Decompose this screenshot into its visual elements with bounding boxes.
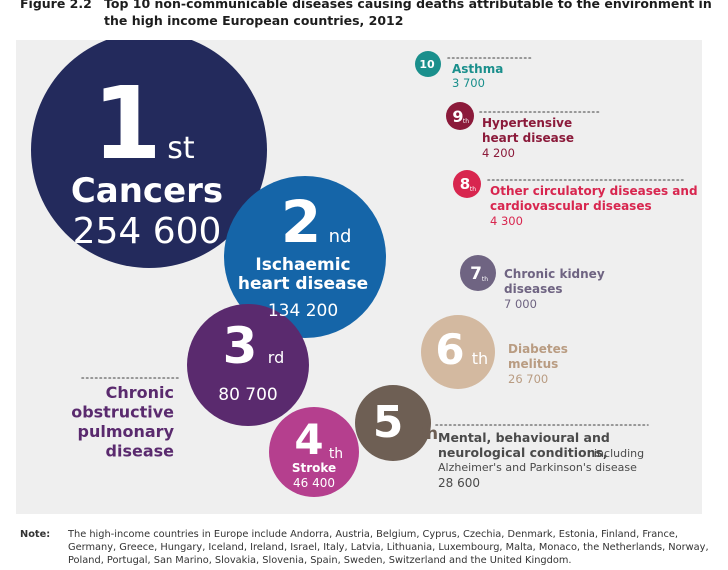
disease-label-4: Stroke <box>292 461 336 475</box>
disease-label-3-3: disease <box>106 442 175 461</box>
disease-label-3-0: Chronic <box>106 383 174 402</box>
rank-suffix-5: th <box>418 424 438 444</box>
value-label-9: 4 200 <box>482 146 515 160</box>
rank-number-5: 5 <box>373 397 404 448</box>
value-label-8: 4 300 <box>490 214 523 228</box>
disease-label-3-1: obstructive <box>71 403 174 422</box>
rank-suffix-7: th <box>482 276 488 283</box>
rank-suffix-8: th <box>470 186 476 193</box>
value-label-2: 134 200 <box>268 301 338 321</box>
disease-label-10: Asthma <box>452 62 503 76</box>
bubble-rank-1 <box>31 40 267 268</box>
bubble-rank-5 <box>355 385 431 461</box>
rank-number-6: 6 <box>435 325 464 374</box>
bubble-rank-4 <box>269 407 359 497</box>
disease-label-1: Cancers <box>71 171 223 211</box>
value-label-1: 254 600 <box>73 211 222 252</box>
rank-number-10: 10 <box>419 58 435 71</box>
disease-label-7-1: diseases <box>504 282 563 296</box>
note-label: Note: <box>20 529 51 540</box>
rank-number-3: 3 <box>223 317 258 375</box>
disease-label-9-1: heart disease <box>482 131 574 145</box>
rank-suffix-4: th <box>329 446 343 462</box>
value-label-4: 46 400 <box>293 476 335 490</box>
rank-number-9: 9 <box>452 107 463 126</box>
rank-suffix-6: th <box>472 349 488 368</box>
note-text: The high-income countries in Europe incl… <box>68 529 709 566</box>
disease-label-7-0: Chronic kidney <box>504 267 605 281</box>
disease-label-6-1: melitus <box>508 357 558 371</box>
disease-label-2b: heart disease <box>238 274 368 294</box>
rank-suffix-9: th <box>463 118 469 125</box>
value-label-6: 26 700 <box>508 372 548 386</box>
figure-number: Figure 2.2 <box>20 0 92 11</box>
bubble-rank-8 <box>453 170 481 198</box>
rank-suffix-1: st <box>167 131 195 166</box>
bubble-rank-7 <box>460 255 496 291</box>
rank-number-8: 8 <box>460 175 470 193</box>
disease-label-6-0: Diabetes <box>508 342 568 356</box>
value-label-5: 28 600 <box>438 476 480 490</box>
bubble-rank-3 <box>187 304 309 426</box>
bubble-rank-9 <box>446 102 474 130</box>
rank-suffix-2: nd <box>329 226 352 247</box>
bubble-rank-6 <box>421 315 495 389</box>
disease-label-9-0: Hypertensive <box>482 116 572 130</box>
rank-number-7: 7 <box>470 264 482 284</box>
disease-label-5-extra-0: including <box>594 447 644 460</box>
figure-caption: Top 10 non-communicable diseases causing… <box>104 0 712 28</box>
rank-number-2: 2 <box>281 188 321 256</box>
rank-number-1: 1 <box>92 65 162 182</box>
disease-label-5-1: neurological conditions, <box>438 445 608 460</box>
disease-label-8-1: cardiovascular diseases <box>490 199 652 213</box>
disease-label-5-0: Mental, behavioural and <box>438 430 610 445</box>
disease-label-8-0: Other circulatory diseases and <box>490 184 698 198</box>
bubble-rank-10 <box>415 51 441 77</box>
value-label-7: 7 000 <box>504 297 537 311</box>
rank-suffix-3: rd <box>268 348 284 367</box>
disease-label-3-2: pulmonary <box>78 422 175 441</box>
value-label-10: 3 700 <box>452 76 485 90</box>
disease-label-5-extra-1: Alzheimer's and Parkinson's disease <box>438 461 637 474</box>
value-label-3: 80 700 <box>218 385 277 405</box>
figure-title: Figure 2.2 Top 10 non-communicable disea… <box>20 0 720 28</box>
bubble-rank-2 <box>224 176 386 338</box>
disease-label-2: Ischaemic <box>255 255 350 275</box>
rank-number-4: 4 <box>294 415 323 464</box>
